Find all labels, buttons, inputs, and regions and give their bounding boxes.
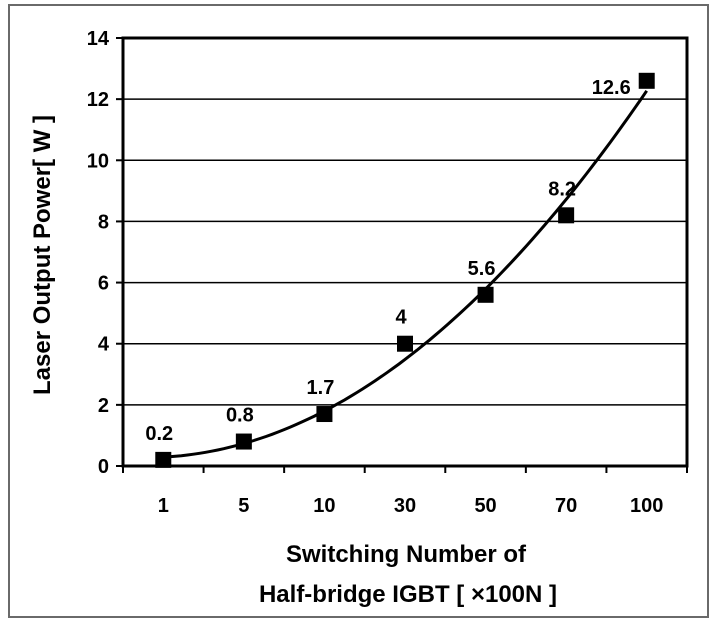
data-label: 0.8 (226, 405, 254, 427)
data-point (558, 207, 575, 224)
data-point (477, 286, 494, 303)
y-tick-label: 4 (98, 334, 110, 356)
x-axis-title-line1: Switching Number of (286, 541, 527, 568)
x-tick-label: 70 (555, 495, 577, 517)
data-label: 1.7 (307, 377, 335, 399)
trendline (163, 89, 648, 459)
y-tick-label: 14 (87, 28, 110, 50)
x-tick-label: 100 (630, 495, 663, 517)
gridlines (123, 98, 687, 406)
x-tick-label: 50 (474, 495, 496, 517)
y-tick-label: 2 (98, 395, 109, 417)
data-label: 5.6 (468, 258, 496, 280)
data-point (155, 451, 172, 468)
y-tick-label: 0 (98, 456, 109, 478)
data-point (235, 433, 252, 450)
plot-area (121, 36, 689, 468)
data-point (638, 72, 655, 89)
data-point (397, 335, 413, 352)
data-point (316, 406, 333, 423)
x-tick-label: 5 (238, 495, 249, 517)
x-tick-label: 10 (313, 495, 335, 517)
x-tick-label: 30 (394, 495, 416, 517)
x-axis-title-line2: Half-bridge IGBT [ ×100N ] (259, 581, 557, 608)
x-axis-ticks: 1 5 10 30 50 70 100 (122, 466, 688, 517)
x-tick-label: 1 (158, 495, 169, 517)
data-label: 12.6 (592, 77, 631, 99)
y-tick-label: 10 (87, 150, 109, 172)
y-axis-ticks: 0 2 4 6 8 10 12 14 (87, 28, 123, 478)
data-label: 8.2 (548, 178, 576, 200)
data-label: 4 (395, 307, 407, 329)
data-labels: 0.2 0.8 1.7 4 5.6 8.2 12.6 (145, 77, 630, 445)
chart-frame (8, 4, 709, 618)
y-tick-label: 8 (98, 211, 109, 233)
data-label: 0.2 (145, 423, 173, 445)
y-tick-label: 6 (98, 273, 109, 295)
data-markers (155, 72, 655, 468)
y-tick-label: 12 (87, 89, 109, 111)
y-axis-title: Laser Output Power[ W ] (29, 115, 56, 395)
